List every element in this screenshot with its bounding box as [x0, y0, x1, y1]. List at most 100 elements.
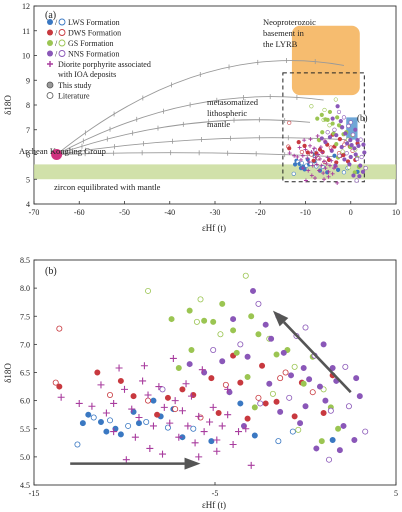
legend-marker-open [58, 18, 66, 26]
panel-b-point [135, 414, 143, 421]
panel-a-point [315, 116, 320, 121]
panel-b-point [187, 392, 195, 400]
mantle-label: metasomatized lithospheric mantle [207, 97, 260, 129]
panel-a-point [361, 142, 366, 147]
panel-b-point [326, 456, 333, 463]
x-tick-label: -15 [29, 489, 40, 498]
panel-a-point [354, 156, 360, 162]
panel-b-point [128, 405, 136, 413]
panel-a-point [308, 143, 313, 148]
panel-b-point [353, 375, 360, 382]
zircon-band-label: zircon equilibrated with mantle [54, 182, 161, 192]
y-tick-label: 7.0 [20, 340, 30, 349]
panel-b-point [289, 428, 296, 435]
x-tick-label: 10 [392, 208, 400, 217]
panel-a-point [356, 143, 361, 148]
panel-a-point [303, 178, 308, 183]
legend-marker-open [58, 39, 66, 47]
panel-a-point [305, 156, 310, 161]
panel-b-point [90, 414, 97, 421]
panel-b-point [94, 369, 101, 376]
panel-a-point [359, 154, 364, 160]
panel-b-point [244, 373, 251, 380]
panel-b-point [154, 411, 161, 418]
panel-b-point [224, 385, 232, 393]
y-tick-label: 8 [26, 101, 30, 110]
panel-a-point [344, 151, 349, 156]
legend-label: Diorite porphyrite associated [58, 60, 151, 69]
legend-marker-plus [47, 61, 53, 67]
panel-a-point [322, 177, 327, 182]
y-tick-label: 4 [26, 200, 30, 209]
panel-b-point [150, 397, 157, 404]
panel-b-point [186, 307, 193, 314]
panel-b-point [198, 366, 206, 374]
panel-a-point [325, 155, 330, 160]
panel-b-point [130, 393, 137, 400]
panel-a-point [292, 162, 298, 167]
panel-a-point [338, 118, 343, 124]
panel-b-point [193, 318, 200, 325]
panel-a-point [308, 137, 313, 142]
panel-a-point [309, 150, 314, 155]
panel-b-point [146, 444, 154, 452]
panel-b-point [316, 383, 323, 390]
panel-b-point [97, 381, 105, 389]
x-tick-label: -70 [29, 208, 40, 217]
y-tick-label: 7 [26, 126, 30, 135]
panel-a-point [299, 161, 304, 166]
panel-a-point [349, 142, 354, 148]
panel-a-point [358, 163, 363, 168]
panel-b-point [172, 406, 179, 413]
panel-a-point [334, 142, 339, 147]
mantle-bar [346, 117, 358, 140]
legend-marker-open [58, 50, 66, 57]
panel-b-point [117, 377, 124, 384]
panel-b-point [297, 420, 304, 427]
panel-b-point [213, 436, 221, 444]
panel-b-point [56, 325, 63, 332]
panel-b-point [300, 364, 307, 371]
panel-b-point [291, 413, 298, 420]
panel-b-x-axis-label: εHf (t) [202, 500, 226, 510]
trend-arrow-head [272, 310, 289, 327]
panel-a-point [343, 131, 348, 136]
panel-a-point [310, 163, 315, 168]
x-tick-label: 0 [349, 208, 353, 217]
panel-a-point [314, 162, 319, 167]
panel-a-point [309, 104, 314, 109]
panel-b-point [103, 428, 110, 435]
panel-b-point [191, 439, 199, 447]
panel-b-point [273, 398, 280, 405]
panel-a-point [353, 152, 358, 157]
panel-a-x-ticks: -70 -60 -50 -40 -30 -20 -10 0 10 [29, 201, 400, 217]
panel-b-point [244, 353, 251, 360]
panel-a-point [318, 145, 323, 150]
panel-a-point [348, 138, 353, 143]
panel-a-point [320, 150, 325, 155]
panel-b-point [121, 385, 128, 393]
panel-a-point [327, 123, 332, 128]
panel-a-point [348, 120, 353, 125]
x-tick-label: -60 [74, 208, 85, 217]
panel-a-point [305, 150, 310, 155]
panel-b-point [313, 445, 320, 452]
panel-b-point [269, 390, 276, 397]
panel-a-point [300, 166, 305, 171]
y-tick-label: 8.0 [20, 284, 30, 293]
panel-a-point [295, 154, 300, 159]
panel-a-point [353, 127, 358, 132]
panel-b-point [164, 394, 171, 401]
panel-b-point [306, 376, 313, 383]
panel-b-point [52, 379, 59, 386]
panel-a-point [335, 180, 340, 185]
panel-b-point [291, 363, 298, 370]
panel-b-point [160, 403, 168, 411]
panel-b-point [356, 393, 363, 400]
panel-b-point [268, 335, 275, 342]
panel-b-point [362, 428, 369, 435]
panel-a-point [299, 149, 304, 155]
panel-b-point [273, 351, 280, 358]
panel-a-point [311, 158, 316, 163]
basement-label-line-1: Neoproterozoic [263, 17, 316, 27]
